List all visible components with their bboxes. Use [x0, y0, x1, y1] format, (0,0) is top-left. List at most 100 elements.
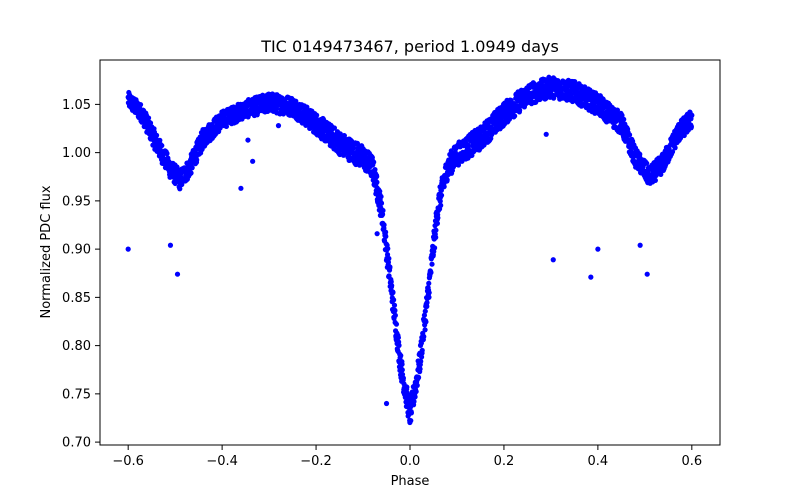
- data-point: [223, 123, 230, 130]
- data-point: [422, 327, 428, 333]
- outlier-point: [238, 185, 244, 191]
- x-tick-label: −0.6: [112, 454, 144, 469]
- data-point: [411, 398, 417, 405]
- data-point: [438, 202, 444, 208]
- data-point: [423, 319, 429, 325]
- data-point: [371, 159, 377, 165]
- data-point: [455, 162, 462, 168]
- data-point: [435, 215, 441, 221]
- data-point: [378, 194, 384, 200]
- data-point: [432, 245, 438, 251]
- data-point: [637, 151, 643, 157]
- data-point: [644, 160, 650, 166]
- data-point: [400, 375, 406, 381]
- y-tick-label: 0.85: [62, 291, 91, 306]
- outlier-point: [637, 242, 643, 248]
- data-point: [418, 358, 424, 364]
- y-axis-label: Normalized PDC flux: [39, 185, 54, 318]
- data-point: [147, 120, 154, 126]
- data-point: [426, 280, 432, 286]
- data-point: [381, 222, 387, 228]
- data-point: [177, 186, 183, 192]
- outlier-point: [125, 246, 131, 252]
- data-point: [433, 234, 439, 240]
- x-tick-label: 0.0: [400, 454, 421, 469]
- data-point: [391, 302, 398, 308]
- data-point: [429, 261, 435, 267]
- data-point: [421, 312, 428, 318]
- data-point: [314, 112, 320, 118]
- chart-title: TIC 0149473467, period 1.0949 days: [260, 37, 559, 56]
- data-point: [426, 290, 432, 296]
- data-point: [374, 173, 380, 180]
- data-point: [433, 227, 439, 233]
- data-point: [626, 132, 633, 138]
- outlier-point: [250, 158, 256, 164]
- data-point: [688, 123, 694, 130]
- outlier-point: [543, 131, 549, 137]
- outlier-point: [167, 242, 174, 248]
- data-point: [137, 102, 144, 108]
- x-tick-label: 0.6: [681, 454, 702, 469]
- data-point: [672, 145, 678, 151]
- data-point: [392, 307, 398, 314]
- data-point: [426, 294, 432, 300]
- data-point: [508, 97, 514, 103]
- data-point: [396, 342, 402, 348]
- data-point: [572, 78, 578, 85]
- data-point: [399, 367, 405, 373]
- outlier-point: [245, 137, 251, 143]
- data-point: [374, 179, 380, 185]
- data-point: [380, 207, 386, 214]
- y-tick-label: 0.80: [62, 339, 91, 354]
- x-tick-label: 0.2: [494, 454, 515, 469]
- data-point: [383, 229, 389, 235]
- data-point: [372, 166, 378, 173]
- data-point: [419, 347, 425, 354]
- data-point: [390, 289, 396, 296]
- data-point: [568, 92, 574, 98]
- outlier-point: [383, 400, 390, 407]
- data-point: [677, 135, 684, 141]
- data-point: [413, 388, 419, 395]
- data-point: [424, 303, 430, 309]
- data-point: [408, 410, 415, 416]
- data-point: [689, 112, 695, 118]
- data-point: [437, 198, 443, 204]
- outlier-point: [595, 246, 601, 252]
- y-tick-label: 0.95: [62, 194, 91, 209]
- outlier-point: [374, 231, 380, 237]
- data-point: [434, 220, 441, 227]
- data-point: [385, 259, 392, 265]
- data-point: [385, 245, 391, 252]
- data-point: [388, 279, 394, 285]
- data-point: [145, 115, 152, 121]
- data-point: [614, 107, 621, 113]
- data-point: [383, 233, 389, 240]
- y-tick-label: 0.90: [62, 243, 91, 258]
- x-tick-label: 0.4: [588, 454, 609, 469]
- data-point: [386, 255, 392, 262]
- y-tick-label: 1.05: [62, 98, 91, 113]
- data-point: [393, 321, 400, 327]
- outlier-point: [588, 274, 594, 280]
- y-tick-label: 0.75: [62, 387, 91, 402]
- data-point: [417, 366, 423, 372]
- y-axis-ticks: 0.70 0.75 0.80 0.85 0.90 0.95 1.00 1.05: [62, 98, 100, 451]
- x-axis-ticks: −0.6 −0.4 −0.2 0.0 0.2 0.4 0.6: [112, 445, 702, 469]
- data-point: [652, 177, 658, 183]
- data-point: [444, 177, 450, 183]
- data-point: [419, 354, 425, 360]
- x-tick-label: −0.4: [206, 454, 238, 469]
- outlier-point: [644, 271, 650, 277]
- data-point: [331, 125, 338, 131]
- data-point: [422, 308, 428, 314]
- data-point: [415, 374, 422, 381]
- data-point: [189, 165, 195, 171]
- outlier-point: [550, 257, 556, 263]
- data-point: [438, 192, 445, 198]
- data-point: [404, 384, 410, 390]
- data-point: [379, 211, 386, 217]
